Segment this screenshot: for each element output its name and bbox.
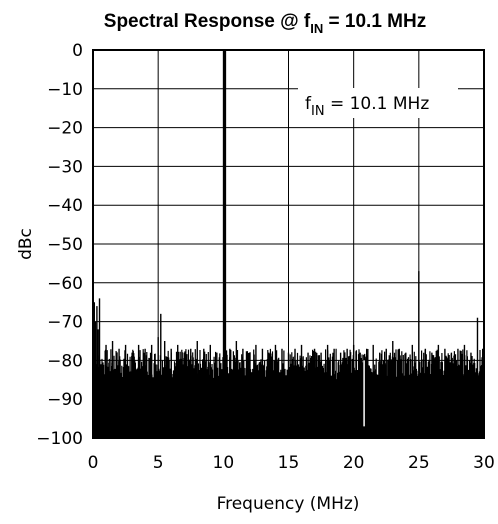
annotation-subscript: IN [311, 104, 325, 119]
x-tick-label: 30 [473, 453, 495, 473]
x-tick-label: 10 [213, 453, 235, 473]
x-axis-label: Frequency (MHz) [217, 494, 360, 514]
y-tick-label: −40 [47, 196, 83, 216]
plot-annotation: fIN = 10.1 MHz [305, 94, 429, 119]
chart-title-main: Spectral Response @ f [104, 11, 311, 32]
x-tick-labels: 0 5 10 15 20 25 30 [88, 453, 495, 473]
plot-frame [92, 49, 485, 439]
y-axis-label: dBc [16, 228, 36, 260]
annotation-background [298, 88, 458, 118]
y-tick-label: −30 [47, 157, 83, 177]
annotation-rest: = 10.1 MHz [325, 94, 430, 114]
y-tick-label: 0 [72, 41, 83, 61]
x-tick-label: 0 [88, 453, 99, 473]
y-tick-label: −90 [47, 390, 83, 410]
x-tick-label: 15 [278, 453, 300, 473]
y-tick-label: −80 [47, 351, 83, 371]
chart-title: Spectral Response @ fIN = 10.1 MHz [104, 11, 426, 36]
chart-title-rest: = 10.1 MHz [323, 11, 426, 32]
y-tick-label: −100 [36, 429, 83, 449]
x-tick-label: 20 [343, 453, 365, 473]
y-tick-label: −20 [47, 119, 83, 139]
y-tick-label: −10 [47, 80, 83, 100]
y-tick-labels: 0 −10 −20 −30 −40 −50 −60 −70 −80 −90 −100 [36, 41, 83, 449]
y-tick-label: −60 [47, 274, 83, 294]
y-tick-label: −70 [47, 313, 83, 333]
annotation-main: f [305, 94, 312, 114]
x-tick-label: 5 [153, 453, 164, 473]
chart-title-subscript: IN [310, 21, 323, 36]
y-tick-label: −50 [47, 235, 83, 255]
x-tick-label: 25 [408, 453, 430, 473]
spectrum-trace [93, 50, 485, 438]
